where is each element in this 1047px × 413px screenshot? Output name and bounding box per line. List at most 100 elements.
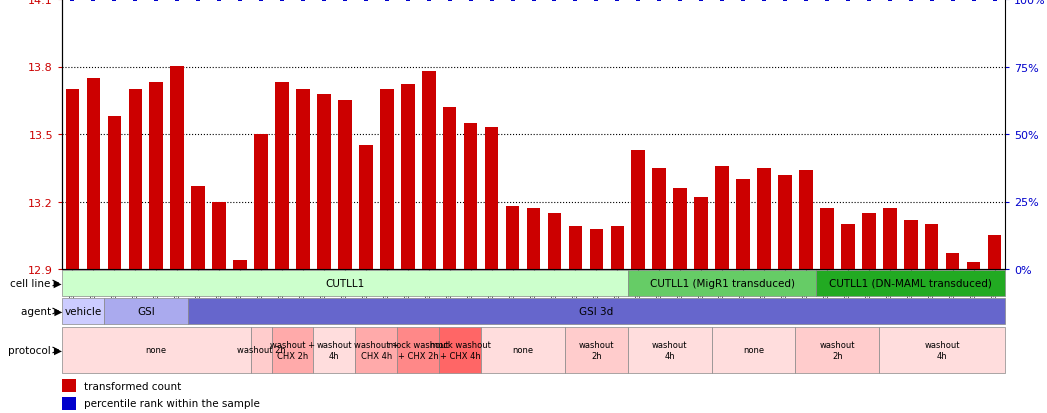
Point [651, 0, 668, 3]
Text: GSI 3d: GSI 3d [579, 306, 614, 316]
Point [127, 0, 143, 3]
Bar [317, 94, 331, 269]
Bar [464, 123, 477, 269]
Bar [506, 206, 519, 269]
Text: agent ▶: agent ▶ [21, 306, 62, 316]
Point [798, 0, 815, 3]
Point [588, 0, 605, 3]
Bar [150, 83, 163, 269]
Bar [485, 128, 498, 269]
Bar [757, 169, 771, 269]
Bar [338, 101, 352, 269]
Bar [62, 379, 75, 392]
Text: percentile rank within the sample: percentile rank within the sample [84, 399, 260, 408]
Point [840, 0, 856, 3]
Bar [359, 146, 373, 269]
Bar [355, 327, 397, 373]
Point [484, 0, 500, 3]
Text: washout
2h: washout 2h [579, 340, 615, 360]
Point [106, 0, 122, 3]
Text: washout 2h: washout 2h [237, 346, 286, 355]
Bar [548, 213, 561, 269]
Text: CUTLL1 (DN-MAML transduced): CUTLL1 (DN-MAML transduced) [829, 278, 993, 288]
Bar [187, 299, 1005, 324]
Text: washout
4h: washout 4h [316, 340, 352, 360]
Point [735, 0, 752, 3]
Text: cell line ▶: cell line ▶ [10, 278, 62, 288]
Bar [673, 189, 687, 269]
Bar [401, 85, 415, 269]
Bar [652, 169, 666, 269]
Text: washout +
CHX 4h: washout + CHX 4h [354, 340, 399, 360]
Point [463, 0, 480, 3]
Point [547, 0, 563, 3]
Bar [841, 224, 854, 269]
Point [965, 0, 982, 3]
Bar [250, 327, 271, 373]
Bar [778, 175, 792, 269]
Bar [104, 299, 187, 324]
Point [861, 0, 877, 3]
Point [190, 0, 206, 3]
Text: washout
4h: washout 4h [925, 340, 960, 360]
Bar [820, 209, 833, 269]
Text: none: none [743, 346, 764, 355]
Point [64, 0, 81, 3]
Bar [62, 327, 250, 373]
Bar [712, 327, 796, 373]
Bar [66, 90, 80, 269]
Bar [945, 254, 959, 269]
Point [210, 0, 227, 3]
Point [819, 0, 836, 3]
Point [777, 0, 794, 3]
Bar [628, 327, 712, 373]
Point [986, 0, 1003, 3]
Bar [62, 271, 628, 296]
Point [252, 0, 269, 3]
Point [672, 0, 689, 3]
Bar [966, 263, 980, 269]
Point [315, 0, 332, 3]
Point [85, 0, 102, 3]
Text: washout
2h: washout 2h [820, 340, 855, 360]
Point [336, 0, 353, 3]
Bar [213, 202, 226, 269]
Text: GSI: GSI [137, 306, 155, 316]
Bar [883, 209, 896, 269]
Point [399, 0, 416, 3]
Bar [862, 213, 875, 269]
Bar [275, 83, 289, 269]
Bar [171, 67, 184, 269]
Bar [589, 229, 603, 269]
Bar [817, 271, 1005, 296]
Text: CUTLL1: CUTLL1 [326, 278, 364, 288]
Point [630, 0, 647, 3]
Bar [271, 327, 313, 373]
Bar [296, 90, 310, 269]
Bar [254, 135, 268, 269]
Bar [422, 72, 436, 269]
Bar [62, 397, 75, 410]
Bar [987, 236, 1001, 269]
Point [526, 0, 542, 3]
Bar [397, 327, 439, 373]
Text: none: none [146, 346, 166, 355]
Point [693, 0, 710, 3]
Bar [715, 166, 729, 269]
Text: vehicle: vehicle [64, 306, 102, 316]
Point [567, 0, 584, 3]
Bar [610, 227, 624, 269]
Bar [129, 90, 142, 269]
Bar [482, 327, 565, 373]
Bar [443, 108, 456, 269]
Point [378, 0, 395, 3]
Text: transformed count: transformed count [84, 381, 181, 391]
Point [714, 0, 731, 3]
Point [231, 0, 248, 3]
Point [441, 0, 458, 3]
Point [273, 0, 290, 3]
Point [169, 0, 185, 3]
Bar [108, 117, 121, 269]
Text: mock washout
+ CHX 4h: mock washout + CHX 4h [429, 340, 491, 360]
Bar [631, 150, 645, 269]
